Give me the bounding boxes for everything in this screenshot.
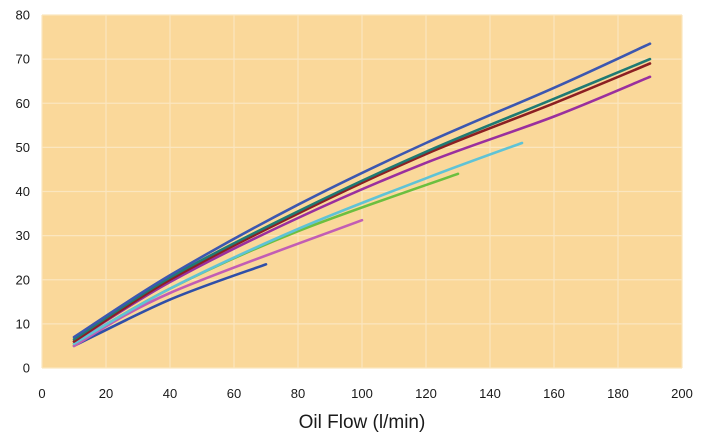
y-tick-label-6: 60: [16, 96, 30, 111]
y-tick-label-8: 80: [16, 8, 30, 23]
y-tick-label-2: 20: [16, 272, 30, 287]
x-tick-label-1: 20: [99, 386, 113, 401]
x-tick-label-2: 40: [163, 386, 177, 401]
y-tick-label-5: 50: [16, 140, 30, 155]
y-axis-ticks: 0 10 20 30 40 50 60 70 80: [16, 8, 30, 376]
x-tick-label-7: 140: [479, 386, 501, 401]
series-line-0: [72, 263, 268, 348]
y-tick-label-4: 40: [16, 184, 30, 199]
x-axis-ticks: 0 20 40 60 80 100 120 140 160 180 200: [38, 386, 692, 401]
x-tick-label-5: 100: [351, 386, 373, 401]
series-lines: [72, 42, 652, 348]
y-tick-label-3: 30: [16, 228, 30, 243]
y-tick-label-7: 70: [16, 52, 30, 67]
x-tick-label-9: 180: [607, 386, 629, 401]
y-tick-label-0: 0: [23, 361, 30, 376]
grid-lines: [41, 14, 683, 369]
series-line-6: [72, 57, 652, 341]
x-tick-label-0: 0: [38, 386, 45, 401]
series-line-4: [72, 75, 652, 343]
x-tick-label-3: 60: [227, 386, 241, 401]
x-tick-label-10: 200: [671, 386, 693, 401]
y-tick-label-1: 10: [16, 316, 30, 331]
series-line-1: [72, 218, 364, 348]
series-line-3: [72, 141, 524, 345]
x-axis-title: Oil Flow (l/min): [299, 412, 426, 433]
x-tick-label-6: 120: [415, 386, 437, 401]
series-line-7: [72, 42, 652, 339]
x-tick-label-4: 80: [291, 386, 305, 401]
series-line-5: [72, 62, 652, 343]
x-tick-label-8: 160: [543, 386, 565, 401]
